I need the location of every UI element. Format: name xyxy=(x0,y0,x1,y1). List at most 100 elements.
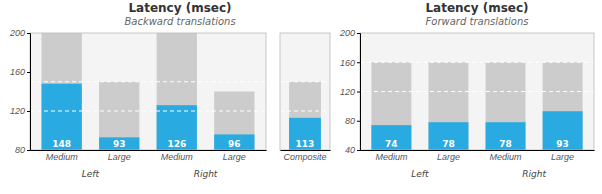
reference-line xyxy=(280,111,330,112)
x-tick-label: Large xyxy=(551,152,574,162)
reference-line xyxy=(360,91,594,92)
data-label: 93 xyxy=(556,139,569,149)
plot-frame xyxy=(30,33,266,150)
bar xyxy=(289,118,321,150)
y-tick: 200 xyxy=(339,28,360,38)
y-tick: 200 xyxy=(9,28,30,38)
plot-frame xyxy=(280,33,330,150)
bar xyxy=(214,134,254,150)
chart-title: Latency (msec) xyxy=(128,1,231,15)
y-tick: 40 xyxy=(345,145,360,155)
panel: 1489312696MediumLargeMediumLarge80120160… xyxy=(9,28,267,179)
y-tick-label: 80 xyxy=(15,145,25,155)
x-tick-label: Large xyxy=(437,152,460,162)
axis-domain xyxy=(281,150,331,151)
y-tick-line xyxy=(357,121,360,122)
y-tick-label: 200 xyxy=(9,28,25,38)
data-label: 78 xyxy=(442,139,455,149)
y-tick: 80 xyxy=(15,145,30,155)
plot-background xyxy=(280,33,330,150)
bar xyxy=(486,62,526,150)
group-label: Left xyxy=(411,169,429,179)
chart-title: Latency (msec) xyxy=(425,1,528,15)
x-tick-label: Medium xyxy=(490,152,523,162)
y-tick-line xyxy=(27,111,30,112)
plot-area xyxy=(360,62,594,150)
y-tick-label: 200 xyxy=(339,28,355,38)
y-tick-label: 160 xyxy=(10,67,25,77)
x-tick: Medium xyxy=(161,150,194,162)
bar xyxy=(289,82,321,150)
bar-series xyxy=(289,118,321,150)
axis-domain xyxy=(31,150,267,151)
bar-series xyxy=(371,62,582,150)
bar xyxy=(486,122,526,150)
bar xyxy=(543,111,583,150)
bar xyxy=(157,33,197,150)
axis-domain xyxy=(27,34,31,151)
panel: 74787893MediumLargeMediumLarge4080120160… xyxy=(339,28,595,179)
plot-area xyxy=(30,33,266,150)
bar xyxy=(99,137,139,150)
reference-line xyxy=(280,81,330,82)
y-tick-line xyxy=(357,62,360,63)
plot-background xyxy=(30,33,266,150)
bar-series xyxy=(42,84,255,150)
y-tick: 120 xyxy=(10,106,30,116)
chart-subtitle: Forward translations xyxy=(426,16,529,27)
bar xyxy=(157,105,197,150)
chart-svg: Latency (msec)Backward translationsLaten… xyxy=(0,0,602,194)
reference-line xyxy=(30,81,266,82)
y-tick-line xyxy=(27,150,30,151)
x-axis: Composite xyxy=(281,150,331,162)
bar xyxy=(543,62,583,150)
bar xyxy=(99,82,139,150)
plot-frame xyxy=(360,33,594,150)
bar xyxy=(42,33,82,150)
axis-domain xyxy=(361,150,595,151)
group-label: Right xyxy=(522,169,546,179)
x-tick: Large xyxy=(108,150,131,162)
x-axis: Medium Large Medium Large xyxy=(361,150,595,162)
y-tick-line xyxy=(27,72,30,73)
reference-line xyxy=(360,62,594,63)
panel: 113Composite xyxy=(280,33,331,162)
bar xyxy=(42,84,82,150)
data-label: 96 xyxy=(228,139,241,149)
y-tick: 160 xyxy=(340,58,360,68)
y-tick-line xyxy=(357,92,360,93)
x-tick: Large xyxy=(437,150,460,162)
x-tick: Medium xyxy=(375,150,408,162)
axis-domain xyxy=(357,34,361,151)
x-tick: Large xyxy=(223,150,246,162)
x-tick-label: Medium xyxy=(46,152,79,162)
y-tick: 120 xyxy=(340,87,360,97)
x-tick-label: Medium xyxy=(375,152,408,162)
y-tick: 80 xyxy=(345,116,360,126)
chart-subtitle: Backward translations xyxy=(124,16,235,27)
bar-series xyxy=(371,111,582,150)
x-tick-label: Large xyxy=(223,152,246,162)
x-tick: Medium xyxy=(490,150,523,162)
data-label: 93 xyxy=(113,139,126,149)
x-axis: Medium Large Medium Large xyxy=(31,150,267,162)
bar xyxy=(371,62,411,150)
bar xyxy=(428,62,468,150)
x-tick-label: Medium xyxy=(161,152,194,162)
data-label: 113 xyxy=(296,139,315,149)
group-label: Right xyxy=(194,169,218,179)
reference-line xyxy=(30,111,266,112)
x-tick: Composite xyxy=(283,150,326,162)
plot-background xyxy=(360,33,594,150)
plot-area xyxy=(280,82,330,150)
y-axis: 80 120 160 200 xyxy=(9,28,31,155)
bar-series xyxy=(289,82,321,150)
y-tick-label: 40 xyxy=(345,145,355,155)
chart-container: Latency (msec)Backward translationsLaten… xyxy=(0,0,602,194)
x-tick: Medium xyxy=(46,150,79,162)
y-tick-label: 160 xyxy=(340,58,355,68)
y-tick-label: 80 xyxy=(345,116,355,126)
bar xyxy=(214,92,254,151)
y-tick-line xyxy=(357,150,360,151)
y-tick: 160 xyxy=(10,67,30,77)
